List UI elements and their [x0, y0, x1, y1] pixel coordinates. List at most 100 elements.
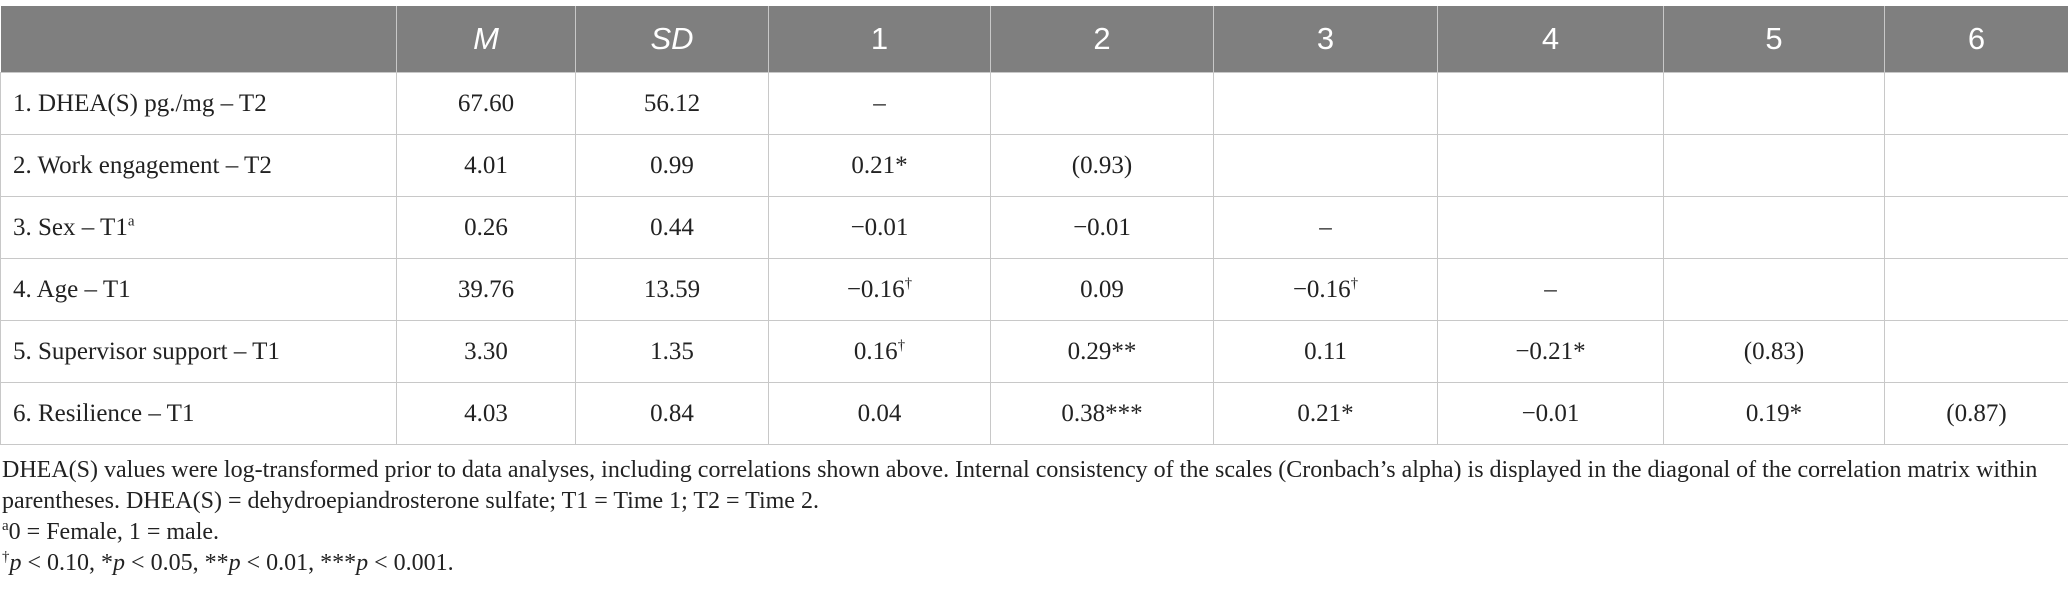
correlation-cell	[1663, 72, 1885, 135]
correlation-cell	[1884, 258, 2068, 321]
significance-symbol: †	[2, 549, 10, 565]
mean-cell: 67.60	[396, 72, 576, 135]
correlation-cell: −0.16†	[1213, 258, 1438, 321]
table-row: 6. Resilience – T1 4.03 0.84 0.04 0.38*** 0.2…	[0, 382, 2068, 445]
significance-stars: **	[204, 550, 229, 576]
p-symbol: p	[9, 550, 22, 576]
correlation-cell: −0.01	[990, 196, 1214, 259]
correlation-value: 0.21*	[1297, 399, 1354, 427]
correlation-cell: (0.83)	[1663, 320, 1885, 383]
significance-stars: *	[101, 550, 114, 576]
mean-cell: 3.30	[396, 320, 576, 383]
mean-cell: 4.01	[396, 134, 576, 197]
row-label: 6. Resilience – T1	[13, 399, 195, 427]
correlation-cell	[1437, 196, 1664, 259]
correlation-cell	[1884, 72, 2068, 135]
correlation-value: 0.16	[853, 337, 898, 365]
header-cell-label	[0, 6, 397, 73]
correlation-cell: 0.09	[990, 258, 1214, 321]
table-notes: DHEA(S) values were log-transformed prio…	[2, 455, 2062, 579]
mean-cell: 4.03	[396, 382, 576, 445]
correlation-cell: –	[768, 72, 991, 135]
header-cell-2: 2	[990, 6, 1214, 73]
correlation-cell: −0.21*	[1437, 320, 1664, 383]
header-row: M SD 1 2 3 4 5 6	[0, 6, 2068, 73]
correlation-value: 0.04	[857, 399, 902, 427]
p-symbol: p	[228, 550, 241, 576]
correlation-cell: 0.29**	[990, 320, 1214, 383]
sex-footnote-marker: a	[2, 518, 9, 534]
table-header: M SD 1 2 3 4 5 6	[0, 6, 2068, 73]
sd-cell: 0.84	[575, 382, 769, 445]
row-label: 2. Work engagement – T2	[13, 151, 272, 179]
sd-cell: 0.44	[575, 196, 769, 259]
row-label-cell: 4. Age – T1	[0, 258, 397, 321]
correlation-cell	[1663, 258, 1885, 321]
correlation-cell: (0.93)	[990, 134, 1214, 197]
significance-marker: †	[1350, 275, 1359, 292]
sd-cell: 56.12	[575, 72, 769, 135]
sex-footnote: a0 = Female, 1 = male.	[2, 517, 2062, 548]
correlation-value: 0.11	[1304, 337, 1347, 365]
p-threshold: < 0.05,	[125, 550, 205, 576]
p-symbol: p	[356, 550, 369, 576]
header-cell-6: 6	[1884, 6, 2068, 73]
p-threshold: < 0.01,	[240, 550, 321, 576]
correlation-table-container: M SD 1 2 3 4 5 6 1. DHEA(S) pg./mg – T2 6…	[0, 6, 2068, 445]
correlation-cell	[1884, 320, 2068, 383]
p-threshold: < 0.001.	[368, 550, 454, 576]
row-label: 5. Supervisor support – T1	[13, 337, 280, 365]
row-label: 4. Age – T1	[13, 275, 131, 303]
correlation-value: −0.16	[846, 275, 905, 303]
table-row: 1. DHEA(S) pg./mg – T2 67.60 56.12 –	[0, 72, 2068, 135]
table-row: 5. Supervisor support – T1 3.30 1.35 0.16† 0…	[0, 320, 2068, 383]
sd-cell: 0.99	[575, 134, 769, 197]
header-cell-4: 4	[1437, 6, 1664, 73]
correlation-cell: (0.87)	[1884, 382, 2068, 445]
correlation-cell: 0.21*	[1213, 382, 1438, 445]
correlation-cell: –	[1437, 258, 1664, 321]
header-cell-m: M	[396, 6, 576, 73]
correlation-cell	[990, 72, 1214, 135]
sex-footnote-text: 0 = Female, 1 = male.	[8, 519, 220, 545]
correlation-cell	[1437, 134, 1664, 197]
correlation-cell	[1663, 134, 1885, 197]
correlation-cell	[1213, 72, 1438, 135]
header-cell-5: 5	[1663, 6, 1885, 73]
correlation-value: –	[1544, 275, 1557, 303]
correlation-value: −0.01	[850, 213, 909, 241]
row-label-cell: 2. Work engagement – T2	[0, 134, 397, 197]
significance-stars: ***	[320, 550, 357, 576]
correlation-value: 0.21*	[851, 151, 908, 179]
correlation-cell	[1884, 196, 2068, 259]
row-label: 1. DHEA(S) pg./mg – T2	[13, 89, 267, 117]
correlation-cell: 0.21*	[768, 134, 991, 197]
correlation-table: M SD 1 2 3 4 5 6 1. DHEA(S) pg./mg – T2 6…	[0, 6, 2068, 445]
correlation-cell: 0.04	[768, 382, 991, 445]
table-body: 1. DHEA(S) pg./mg – T2 67.60 56.12 – 2. Work…	[0, 72, 2068, 445]
correlation-value: −0.21*	[1515, 337, 1586, 365]
mean-cell: 39.76	[396, 258, 576, 321]
p-threshold: < 0.10,	[21, 550, 102, 576]
correlation-value: 0.19*	[1745, 399, 1803, 427]
correlation-cell: −0.16†	[768, 258, 991, 321]
header-cell-sd: SD	[575, 6, 769, 73]
row-label-cell: 6. Resilience – T1	[0, 382, 397, 445]
correlation-cell: −0.01	[768, 196, 991, 259]
correlation-value: −0.01	[1073, 213, 1131, 241]
correlation-value: (0.87)	[1946, 399, 2007, 427]
correlation-value: –	[873, 89, 886, 117]
notes-paragraph: DHEA(S) values were log-transformed prio…	[2, 457, 2038, 514]
row-label-footnote-marker: a	[127, 213, 135, 230]
correlation-cell: 0.19*	[1663, 382, 1885, 445]
correlation-value: –	[1319, 213, 1332, 241]
row-label-cell: 1. DHEA(S) pg./mg – T2	[0, 72, 397, 135]
significance-marker: †	[904, 275, 913, 292]
correlation-cell: 0.38***	[990, 382, 1214, 445]
correlation-cell	[1213, 134, 1438, 197]
table-row: 2. Work engagement – T2 4.01 0.99 0.21* (0.9…	[0, 134, 2068, 197]
correlation-value: −0.01	[1521, 399, 1580, 427]
significance-footnote: †p < 0.10, *p < 0.05, **p < 0.01, ***p <…	[2, 548, 2062, 579]
correlation-cell: −0.01	[1437, 382, 1664, 445]
sd-cell: 1.35	[575, 320, 769, 383]
